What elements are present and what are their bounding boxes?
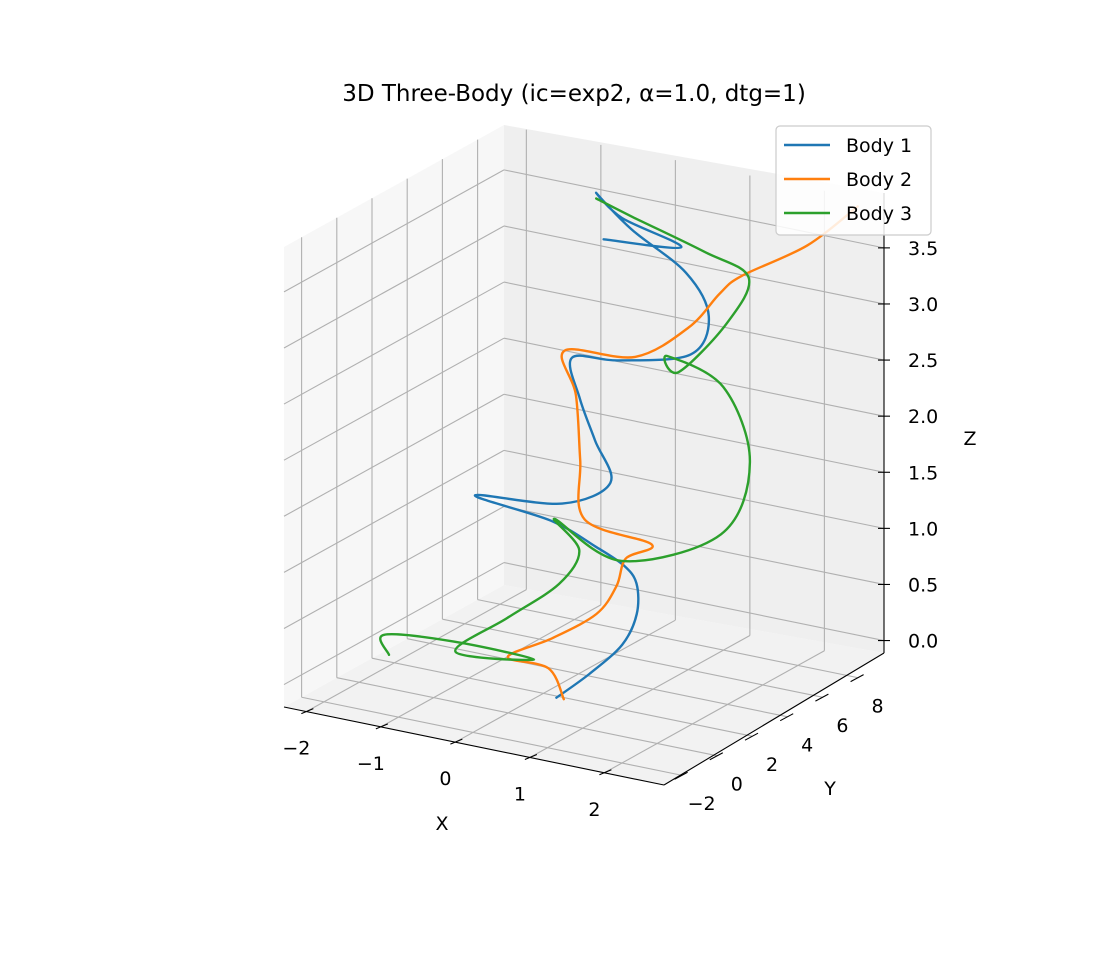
axis-lines xyxy=(283,193,890,786)
y-tick-mark xyxy=(850,674,864,683)
legend-label-body-2: Body 2 xyxy=(846,169,912,191)
z-gridline-left-wall xyxy=(283,393,505,517)
y-tick-mark xyxy=(709,752,724,761)
back-wall-pane xyxy=(504,125,884,653)
x-tick-mark xyxy=(375,723,389,730)
z-tick-label: 1.5 xyxy=(908,462,938,484)
x-gridline-floor xyxy=(380,604,602,728)
y-tick-label: 4 xyxy=(801,735,813,757)
y-tick-mark xyxy=(815,693,829,702)
x-gridline-floor xyxy=(529,634,751,758)
z-gridline-back-wall xyxy=(503,281,885,361)
x-tick-mark xyxy=(599,769,612,776)
y-gridline-floor xyxy=(442,618,823,698)
y-tick-label: −2 xyxy=(688,793,716,815)
tick-labels: −2 −1 0 1 2 −2 0 2 4 6 8 0.0 0.5 1.0 1.5 2.0 2.5 3.0 3.5 xyxy=(282,238,938,821)
y-axis-line xyxy=(663,652,885,786)
z-gridline-back-wall xyxy=(503,337,885,417)
z-gridline-left-wall xyxy=(283,169,505,293)
z-gridline-left-wall xyxy=(283,505,505,629)
z-gridline-left-wall xyxy=(283,449,505,573)
z-gridline-left-wall xyxy=(283,225,505,349)
x-gridline-floor xyxy=(455,619,676,743)
legend: Body 1 Body 2 Body 3 xyxy=(775,125,932,236)
y-tick-label: 2 xyxy=(766,754,778,776)
y-tick-label: 8 xyxy=(872,696,884,718)
z-tick-label: 0.0 xyxy=(908,631,938,653)
series-body-1-line xyxy=(473,191,711,699)
floor-pane xyxy=(284,585,884,785)
axis-panes xyxy=(284,125,884,785)
x-tick-label: −1 xyxy=(357,753,385,775)
x-tick-mark xyxy=(524,753,538,760)
left-wall-pane xyxy=(284,125,504,707)
y-gridline-floor xyxy=(336,677,717,757)
x-axis-label: X xyxy=(435,813,448,835)
legend-label-body-1: Body 1 xyxy=(846,135,912,157)
y-tick-mark xyxy=(674,771,688,780)
y-tick-mark xyxy=(744,732,759,741)
y-tick-label: 6 xyxy=(836,715,848,737)
x-tick-mark xyxy=(301,708,314,715)
grid-lines xyxy=(283,129,885,776)
y-axis-label: Y xyxy=(823,778,836,800)
z-gridline-back-wall xyxy=(503,505,885,586)
x-axis-line xyxy=(283,706,665,786)
legend-frame xyxy=(775,125,932,236)
y-gridline-floor xyxy=(477,599,858,679)
y-tick-mark xyxy=(779,713,794,722)
series-body-3-line xyxy=(379,197,752,662)
z-gridline-left-wall xyxy=(283,562,505,686)
series-layer xyxy=(379,191,859,701)
z-gridline-back-wall xyxy=(503,449,885,529)
series-body-2-line xyxy=(506,205,859,701)
z-gridline-back-wall xyxy=(503,225,885,305)
y-gridline-floor xyxy=(301,696,682,776)
z-tick-label: 3.0 xyxy=(908,294,938,316)
y-gridline-floor xyxy=(407,638,788,718)
x-tick-label: 0 xyxy=(439,768,451,790)
x-gridline-floor xyxy=(604,650,825,774)
x-tick-label: 1 xyxy=(514,783,526,805)
z-tick-label: 2.5 xyxy=(908,350,938,372)
z-gridline-left-wall xyxy=(283,281,505,405)
z-gridline-left-wall xyxy=(283,337,505,461)
legend-label-body-3: Body 3 xyxy=(846,203,912,225)
z-tick-label: 1.0 xyxy=(908,518,938,540)
x-tick-mark xyxy=(450,738,463,745)
x-tick-label: −2 xyxy=(282,738,310,760)
x-tick-label: 2 xyxy=(588,799,600,821)
z-tick-label: 3.5 xyxy=(908,238,938,260)
chart-title: 3D Three-Body (ic=exp2, α=1.0, dtg=1) xyxy=(342,81,806,107)
z-tick-label: 2.0 xyxy=(908,406,938,428)
z-axis-label: Z xyxy=(963,428,976,450)
x-gridline-floor xyxy=(306,589,527,713)
z-tick-label: 0.5 xyxy=(908,574,938,596)
y-tick-label: 0 xyxy=(731,774,743,796)
z-gridline-back-wall xyxy=(503,393,885,473)
